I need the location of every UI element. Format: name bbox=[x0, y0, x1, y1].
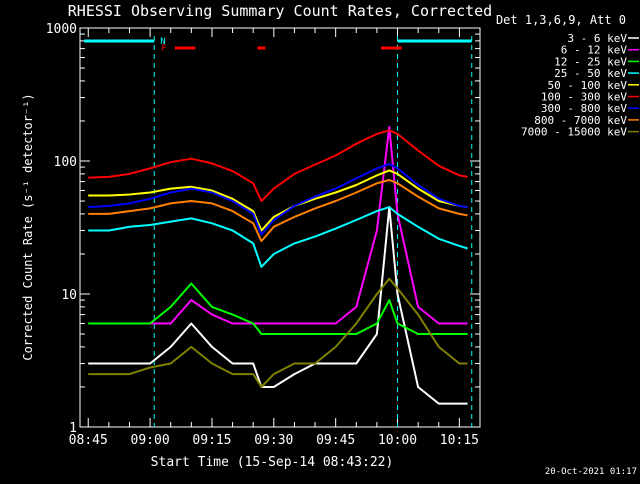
x-tick-label: 10:15 bbox=[440, 433, 479, 448]
legend-label: 300 - 800 keV bbox=[541, 102, 627, 115]
x-tick-label: 09:00 bbox=[131, 433, 170, 448]
legend-label: 6 - 12 keV bbox=[561, 44, 628, 57]
x-axis-label: Start Time (15-Sep-14 08:43:22) bbox=[151, 455, 394, 470]
series-line-8 bbox=[88, 179, 468, 243]
legend-label: 7000 - 15000 keV bbox=[521, 126, 627, 139]
y-axis-label: Corrected Count Rate (s⁻¹ detector⁻¹) bbox=[21, 93, 35, 360]
series-line-7 bbox=[88, 163, 468, 236]
y-tick-label: 100 bbox=[54, 155, 77, 170]
chart-title: RHESSI Observing Summary Count Rates, Co… bbox=[68, 2, 492, 20]
y-tick-label: 1 bbox=[69, 421, 77, 436]
legend-label: 3 - 6 keV bbox=[567, 32, 627, 45]
legend-label: 12 - 25 keV bbox=[554, 55, 627, 68]
series-line-4 bbox=[88, 206, 468, 268]
plot-frame bbox=[79, 27, 481, 428]
x-tick-label: 09:15 bbox=[192, 433, 231, 448]
series-line-3 bbox=[88, 282, 468, 335]
x-tick-label: 08:45 bbox=[69, 433, 108, 448]
plot-area: 1 10 100 1000 08:45 09:00 09:15 09:30 09:45 10:00… bbox=[46, 22, 481, 448]
legend-label: 800 - 7000 keV bbox=[534, 114, 627, 127]
y-tick-label: 1000 bbox=[46, 22, 77, 37]
legend-label: 50 - 100 keV bbox=[548, 79, 628, 92]
x-tick-label: 09:45 bbox=[316, 433, 355, 448]
series-line-9 bbox=[88, 277, 468, 388]
legend-label: 25 - 50 keV bbox=[554, 67, 627, 80]
legend-label: 100 - 300 keV bbox=[541, 91, 627, 104]
legend-title: Det 1,3,6,9, Att 0 bbox=[496, 13, 626, 27]
x-tick-label: 09:30 bbox=[254, 433, 293, 448]
series-line-5 bbox=[88, 169, 468, 232]
series-line-6 bbox=[88, 129, 468, 202]
footer-date: 20-Oct-2021 01:17 bbox=[545, 467, 637, 477]
x-tick-label: 10:00 bbox=[378, 433, 417, 448]
flag-label-f: F bbox=[161, 44, 166, 54]
flag-label-n: N bbox=[160, 37, 165, 47]
series-line-1 bbox=[88, 206, 468, 405]
series-line-2 bbox=[88, 126, 468, 325]
y-tick-label: 10 bbox=[61, 288, 77, 303]
